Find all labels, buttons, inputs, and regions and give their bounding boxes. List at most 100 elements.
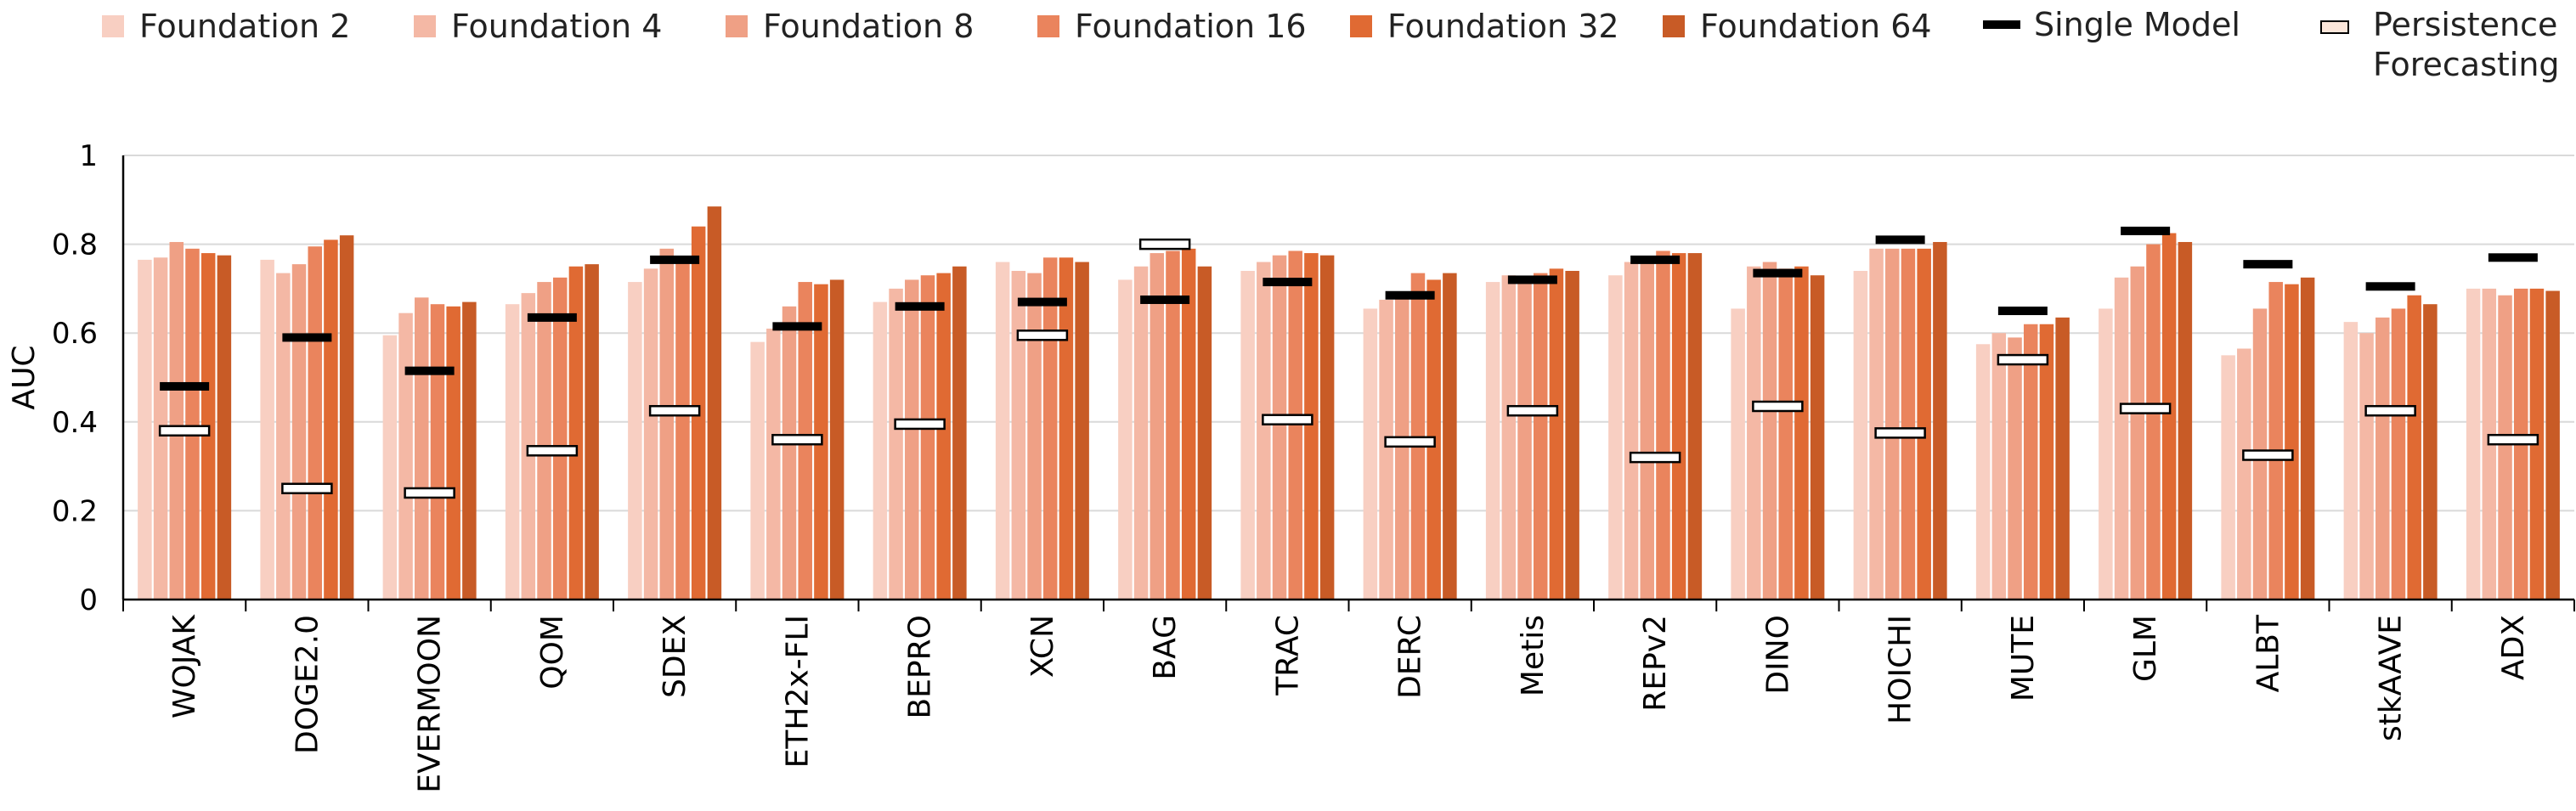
bar-mute-foundation-4 [1991, 333, 2007, 600]
bar-mute-foundation-8 [2008, 337, 2022, 600]
bar-albt-foundation-4 [2237, 348, 2251, 600]
legend-label-persistence-line1: Persistence [2373, 6, 2557, 43]
bar-bepro-foundation-4 [889, 288, 903, 600]
marker-single-model-mute [1997, 307, 2048, 316]
marker-persistence-bepro [894, 418, 946, 431]
marker-persistence-mute [1997, 353, 2049, 366]
bar-stkaave-foundation-2 [2343, 322, 2359, 600]
legend-swatch-foundation-8 [726, 15, 748, 37]
x-label-albt: ALBT [2251, 614, 2285, 692]
bar-bepro-foundation-32 [936, 273, 951, 600]
legend-label-foundation-2: Foundation 2 [139, 8, 350, 45]
marker-persistence-wojak [158, 425, 211, 437]
x-label-qom: QOM [535, 615, 570, 690]
marker-single-model-metis [1507, 275, 1557, 284]
bar-glm-foundation-2 [2099, 308, 2113, 600]
bar-metis-foundation-64 [1565, 270, 1579, 600]
bar-qom-foundation-64 [585, 264, 599, 600]
bar-eth2x-fli-foundation-64 [829, 279, 845, 600]
marker-persistence-eth2x-fli [771, 433, 823, 446]
marker-single-model-stkaave [2365, 282, 2415, 291]
marker-persistence-sdex [648, 404, 701, 417]
bar-qom-foundation-16 [552, 277, 568, 600]
marker-persistence-hoichi [1874, 427, 1926, 439]
x-label-sdex: SDEX [658, 615, 692, 698]
legend-swatch-foundation-32 [1350, 15, 1372, 37]
bar-doge2-0-foundation-32 [324, 239, 338, 600]
bar-qom-foundation-8 [537, 282, 551, 600]
marker-single-model-repv2 [1630, 255, 1681, 264]
bar-trac-foundation-2 [1240, 270, 1255, 600]
legend-label-foundation-64: Foundation 64 [1700, 8, 1932, 45]
bar-qom-foundation-32 [568, 266, 584, 600]
marker-persistence-trac [1262, 414, 1313, 425]
bar-adx-foundation-8 [2498, 295, 2512, 600]
marker-persistence-derc [1384, 436, 1436, 448]
bar-glm-foundation-64 [2178, 241, 2193, 600]
bar-mute-foundation-16 [2023, 324, 2038, 600]
legend-label-single-model: Single Model [2034, 6, 2240, 43]
x-category-labels: WOJAK DOGE2.0 EVERMOON QOM SDEX ETH2x-FLI BEPR… [167, 614, 2531, 793]
bar-bepro-foundation-16 [920, 275, 935, 600]
bar-wojak-foundation-64 [217, 255, 232, 600]
marker-single-model-adx [2488, 253, 2538, 262]
y-tick-labels: 0 0.2 0.4 0.6 0.8 1 [52, 139, 98, 617]
bar-albt-foundation-64 [2300, 277, 2315, 600]
bar-bag-foundation-2 [1118, 279, 1133, 600]
marker-single-model-evermoon [404, 366, 455, 375]
bar-trac-foundation-64 [1319, 255, 1335, 600]
bar-trac-foundation-4 [1257, 262, 1271, 600]
marker-single-model-glm [2121, 226, 2171, 235]
bar-stkaave-foundation-16 [2391, 308, 2406, 600]
marker-persistence-bag [1138, 238, 1191, 251]
bar-glm-foundation-8 [2130, 266, 2145, 600]
bar-derc-foundation-4 [1379, 299, 1393, 600]
bar-evermoon-foundation-8 [415, 297, 429, 600]
legend-label-foundation-8: Foundation 8 [763, 8, 974, 45]
bar-stkaave-foundation-64 [2423, 304, 2438, 600]
y-tick-label-2: 0.4 [52, 406, 98, 440]
legend-label-foundation-4: Foundation 4 [451, 8, 662, 45]
legend-label-foundation-32: Foundation 32 [1387, 8, 1619, 45]
axes [121, 155, 2575, 611]
gridlines [123, 155, 2574, 512]
bar-hoichi-foundation-64 [1933, 241, 1947, 600]
marker-persistence-metis [1506, 404, 1559, 417]
bar-bepro-foundation-8 [905, 279, 919, 600]
legend-label-foundation-16: Foundation 16 [1075, 8, 1307, 45]
marker-single-model-dino [1753, 268, 1803, 278]
marker-single-model-hoichi [1875, 235, 1925, 245]
bar-repv2-foundation-4 [1624, 262, 1639, 600]
marker-persistence-dino [1752, 400, 1804, 413]
bar-hoichi-foundation-8 [1885, 248, 1900, 600]
legend-label-persistence-line2: Forecasting [2373, 46, 2560, 83]
bar-derc-foundation-64 [1443, 273, 1457, 600]
bar-trac-foundation-8 [1272, 255, 1287, 600]
bar-doge2-0-foundation-16 [308, 246, 322, 600]
x-label-glm: GLM [2128, 615, 2163, 682]
x-label-doge2-0: DOGE2.0 [290, 615, 325, 754]
bar-albt-foundation-16 [2268, 282, 2283, 600]
bar-mute-foundation-64 [2055, 317, 2070, 600]
bar-repv2-foundation-2 [1608, 275, 1623, 600]
bar-derc-foundation-2 [1363, 308, 1378, 600]
x-label-trac: TRAC [1270, 615, 1305, 696]
x-label-bepro: BEPRO [903, 615, 938, 719]
bar-sdex-foundation-8 [659, 248, 675, 600]
bar-eth2x-fli-foundation-4 [766, 328, 781, 600]
marker-single-model-doge2-0 [282, 333, 332, 342]
bar-glm-foundation-32 [2161, 233, 2177, 600]
bar-derc-foundation-8 [1395, 297, 1409, 600]
x-label-adx: ADX [2496, 615, 2531, 680]
legend-swatch-foundation-4 [414, 15, 436, 37]
bar-metis-foundation-16 [1533, 273, 1548, 600]
bar-wojak-foundation-16 [185, 248, 200, 600]
marker-persistence-glm [2119, 403, 2172, 414]
bar-xcn-foundation-64 [1075, 262, 1089, 600]
marker-persistence-xcn [1016, 329, 1069, 341]
bar-doge2-0-foundation-4 [276, 273, 291, 600]
legend-swatch-foundation-64 [1663, 15, 1685, 37]
bar-bag-foundation-64 [1197, 266, 1212, 600]
legend-swatch-foundation-16 [1037, 15, 1059, 37]
bar-sdex-foundation-16 [675, 257, 690, 600]
